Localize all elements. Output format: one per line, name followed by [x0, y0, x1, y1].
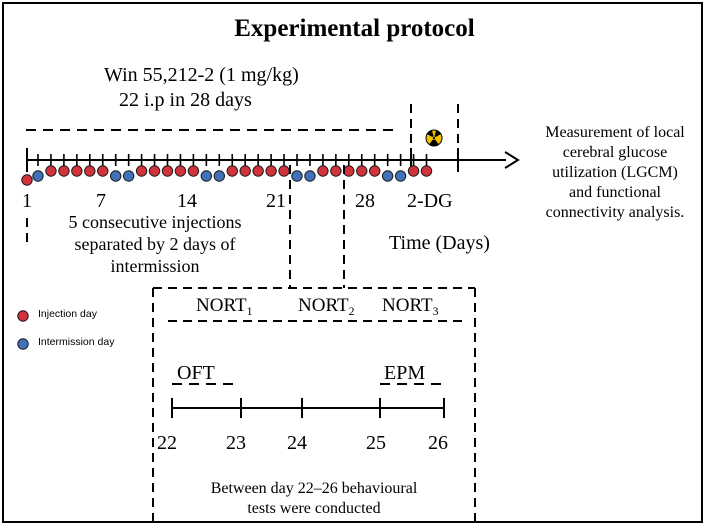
radioactive-icon	[425, 129, 443, 147]
injection-day-marker	[317, 165, 329, 177]
epm-label: EPM	[384, 362, 426, 384]
injection-day-marker	[278, 165, 290, 177]
drug-line-1: Win 55,212-2 (1 mg/kg)	[104, 64, 299, 86]
schedule-note-line-2: separated by 2 days of	[74, 234, 236, 254]
legend-injection-label: Injection day	[38, 308, 97, 320]
injection-day-marker	[58, 165, 70, 177]
measurement-line-3: utilization (LGCM)	[552, 164, 678, 181]
intermission-day-marker	[381, 170, 394, 182]
injection-day-marker	[239, 165, 251, 177]
injection-day-marker	[252, 165, 264, 177]
injection-day-marker	[226, 165, 238, 177]
injection-day-marker	[343, 165, 355, 177]
injection-day-marker	[148, 165, 161, 177]
behaviour-day-22: 22	[157, 432, 177, 454]
intermission-day-marker	[304, 170, 316, 182]
drug-line-2: 22 i.p in 28 days	[119, 89, 252, 111]
day-label-21: 21	[266, 190, 286, 212]
schedule-note-line-1: 5 consecutive injections	[68, 212, 242, 232]
measurement-line-1: Measurement of local	[545, 124, 685, 141]
dg-label: 2-DG	[407, 190, 453, 212]
injection-day-marker	[420, 165, 433, 177]
legend-intermission-label: Intermission day	[38, 336, 115, 348]
intermission-day-marker	[394, 170, 407, 182]
injection-day-marker	[97, 165, 109, 177]
injection-day-marker	[407, 165, 420, 177]
measurement-line-5: connectivity analysis.	[545, 204, 685, 221]
intermission-day-marker	[200, 170, 213, 182]
behaviour-day-25: 25	[366, 432, 386, 454]
behaviour-day-26: 26	[428, 432, 448, 454]
schedule-note-line-3: intermission	[110, 256, 200, 276]
injection-day-marker	[71, 165, 83, 177]
behaviour-note-line-1: Between day 22–26 behavioural	[210, 480, 418, 497]
day-label-28: 28	[355, 190, 375, 212]
intermission-day-marker	[291, 170, 303, 182]
day-marker-1	[21, 174, 33, 186]
day-label-1: 1	[22, 190, 32, 212]
injection-day-marker	[265, 165, 277, 177]
nort-1-label: NORT1	[196, 295, 253, 319]
legend-intermission-dot	[17, 338, 29, 350]
injection-day-marker	[330, 165, 342, 177]
injection-day-marker	[161, 165, 174, 177]
injection-day-marker	[174, 165, 187, 177]
injection-day-marker	[45, 165, 57, 177]
measurement-line-2: cerebral glucose	[562, 144, 668, 161]
day-label-14: 14	[177, 190, 197, 212]
intermission-day-marker	[122, 170, 135, 182]
behaviour-day-23: 23	[226, 432, 246, 454]
injection-day-marker	[356, 165, 368, 177]
intermission-day-marker	[32, 170, 44, 182]
time-axis-label: Time (Days)	[389, 232, 490, 254]
outer-frame	[2, 2, 703, 523]
injection-day-marker	[84, 165, 96, 177]
nort-3-label: NORT3	[382, 295, 439, 319]
measurement-line-4: and functional	[569, 184, 661, 201]
oft-label: OFT	[177, 362, 215, 384]
time-axis-arrowhead	[504, 151, 520, 169]
nort-2-label: NORT2	[298, 295, 355, 319]
day-label-7: 7	[96, 190, 106, 212]
injection-day-marker	[369, 165, 381, 177]
injection-day-marker	[135, 165, 148, 177]
injection-day-marker	[187, 165, 200, 177]
behaviour-day-24: 24	[287, 432, 307, 454]
intermission-day-marker	[213, 170, 226, 182]
legend-injection-dot	[17, 310, 29, 322]
diagram-title: Experimental protocol	[234, 15, 475, 42]
intermission-day-marker	[110, 170, 122, 182]
behaviour-note-line-2: tests were conducted	[247, 500, 381, 517]
